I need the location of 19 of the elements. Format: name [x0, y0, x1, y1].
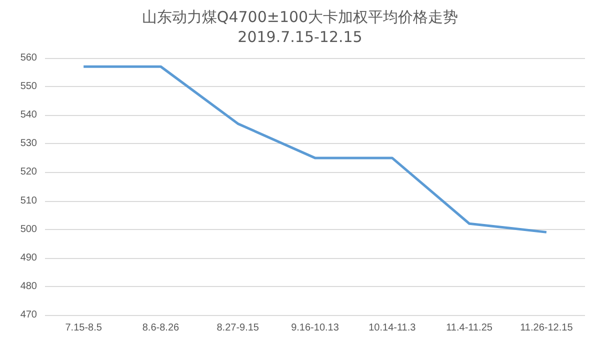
y-tick-label: 550 — [20, 81, 38, 92]
y-tick-label: 520 — [20, 166, 38, 178]
y-tick-label: 540 — [20, 110, 38, 121]
x-tick-label: 11.4-11.25 — [446, 322, 493, 334]
y-tick-label: 510 — [20, 195, 38, 206]
x-tick-label: 10.14-11.3 — [368, 322, 416, 334]
x-tick-label: 7.15-8.5 — [65, 322, 102, 334]
line-series — [82, 65, 548, 234]
x-tick-label: 9.16-10.13 — [291, 322, 340, 334]
x-tick-label: 11.26-12.15 — [520, 322, 574, 334]
chart-title: 山东动力煤Q4700±100大卡加权平均价格走势2019.7.15-12.15 — [142, 8, 458, 46]
x-tick-label: 8.6-8.26 — [142, 322, 180, 334]
y-tick-label: 470 — [20, 310, 38, 320]
y-tick-label: 500 — [20, 224, 38, 235]
y-tick-label: 530 — [20, 138, 38, 150]
y-tick-label: 560 — [20, 52, 38, 64]
x-tick-label: 8.27-9.15 — [216, 322, 260, 334]
y-tick-label: 480 — [20, 280, 38, 292]
y-tick-label: 490 — [20, 252, 38, 264]
